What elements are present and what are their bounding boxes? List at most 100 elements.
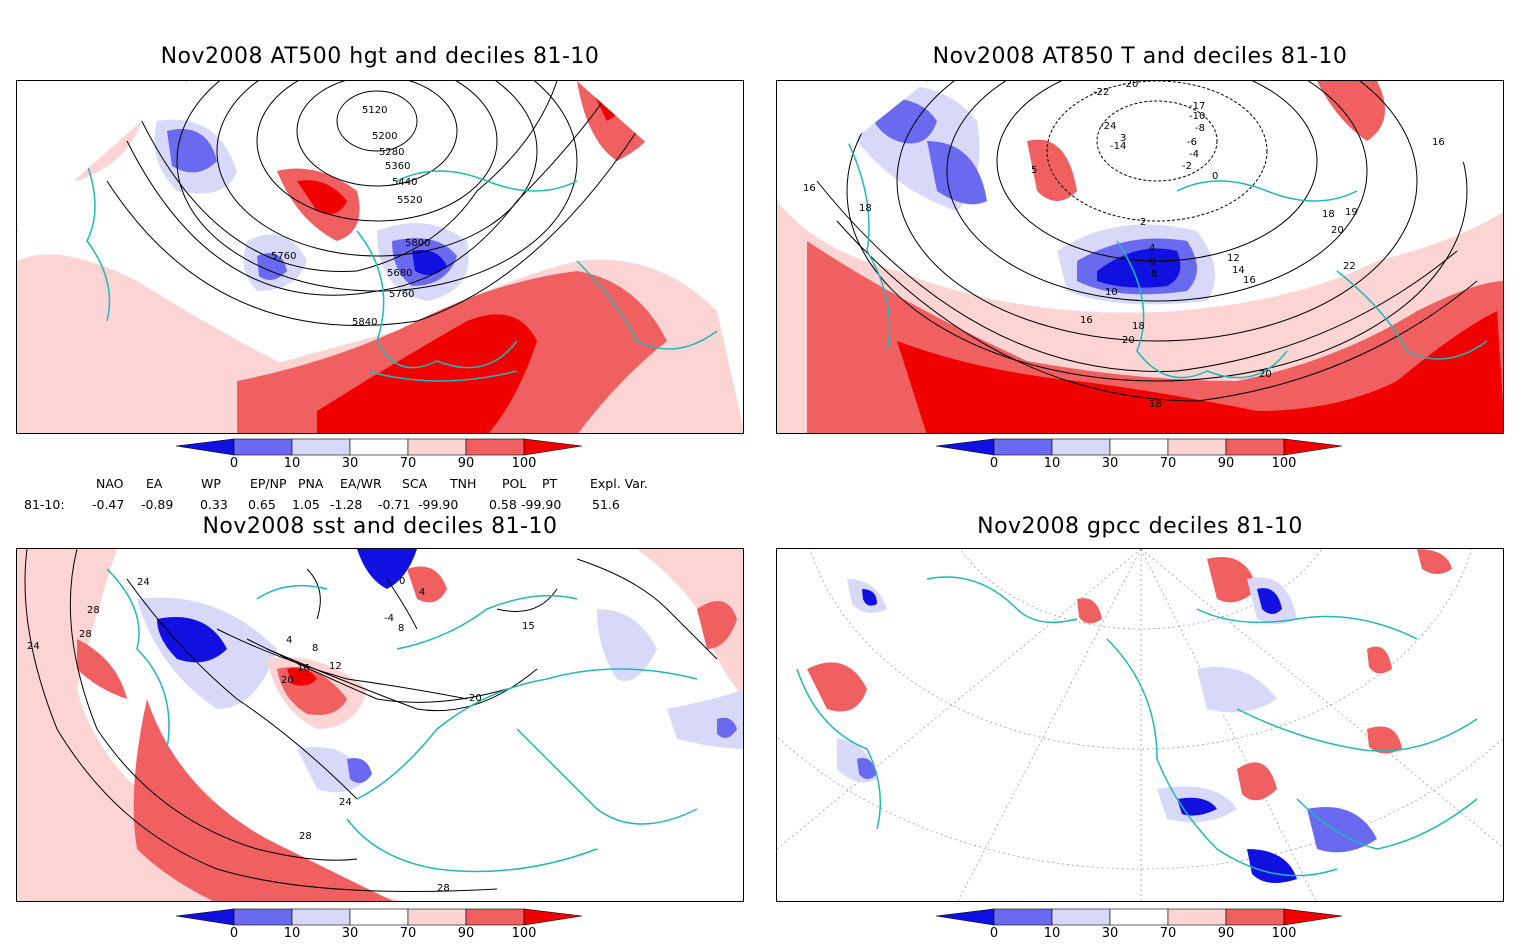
contour-label: 8	[1151, 269, 1157, 280]
contour-label: 18	[1132, 321, 1145, 332]
colorbar-label: 0	[989, 456, 999, 471]
contour-label: 3	[1120, 133, 1126, 144]
contour-label: -6	[1187, 137, 1197, 148]
colorbar-label: 100	[511, 456, 537, 471]
colorbar-swatches	[175, 908, 583, 926]
colorbar-swatch	[1167, 908, 1227, 926]
contour-label: 20	[1331, 225, 1344, 236]
index-header: Expl. Var.	[590, 476, 648, 491]
contour-label: 5800	[405, 238, 430, 249]
map-gpcc	[777, 549, 1503, 901]
contour-label: -17	[1189, 101, 1205, 112]
contour-label: 18	[859, 203, 872, 214]
panel-title-hgt500: Nov2008 AT500 hgt and deciles 81-10	[160, 44, 600, 69]
contour-label: 5680	[387, 268, 412, 279]
colorbar-swatch	[1225, 908, 1285, 926]
colorbar-label: 10	[283, 926, 301, 941]
map-panel-t850: -20 -22 -24 -17 -10 -8 -6 -4 -14 3 -2 0 …	[776, 80, 1504, 434]
contour-label: 16	[297, 663, 310, 674]
index-value: 0.65	[248, 497, 276, 512]
colorbar-label: 100	[1271, 926, 1297, 941]
index-header: SCA	[402, 476, 428, 491]
colorbar-swatch	[1109, 438, 1169, 456]
colorbar-label: 0	[229, 926, 239, 941]
colorbar-swatches	[935, 438, 1343, 456]
contour-label: 16	[803, 183, 816, 194]
contour-label: 20	[281, 675, 294, 686]
map-panel-gpcc	[776, 548, 1504, 902]
colorbar-swatch	[233, 438, 293, 456]
index-value: -99.90	[521, 497, 562, 512]
index-value: -1.28	[330, 497, 363, 512]
index-header: EA	[146, 476, 163, 491]
index-header: POL	[502, 476, 527, 491]
colorbar-hgt500: 0 10 30 70 90 100	[175, 438, 596, 478]
index-header: PT	[542, 476, 558, 491]
contour-label: -2	[1182, 161, 1192, 172]
colorbar-swatches	[175, 438, 583, 456]
colorbar-gpcc: 0 10 30 70 90 100	[935, 908, 1356, 948]
contour-label: 5840	[352, 317, 377, 328]
map-t850: -20 -22 -24 -17 -10 -8 -6 -4 -14 3 -2 0 …	[777, 81, 1503, 433]
contour-label: -22	[1093, 87, 1109, 98]
colorbar-high-arrow	[1283, 438, 1343, 456]
colorbar-swatch	[233, 908, 293, 926]
colorbar-swatch	[465, 908, 525, 926]
map-panel-hgt500: 5120 5200 5280 5360 5440 5520 5800 5760 …	[16, 80, 744, 434]
index-value: 0.33	[200, 497, 228, 512]
colorbar-label: 70	[399, 456, 417, 471]
colorbar-label: 10	[1043, 926, 1061, 941]
index-header: TNH	[450, 476, 477, 491]
contour-label: 28	[79, 629, 92, 640]
colorbar-label: 90	[1217, 456, 1235, 471]
colorbar-swatch	[1225, 438, 1285, 456]
contour-label: 24	[137, 577, 150, 588]
colorbar-label: 70	[1159, 926, 1177, 941]
colorbar-label: 90	[457, 926, 475, 941]
contour-label: -24	[1100, 121, 1116, 132]
colorbar-swatch	[1051, 438, 1111, 456]
contour-label: 24	[339, 797, 352, 808]
colorbar-low-arrow	[175, 908, 235, 926]
index-header: WP	[201, 476, 221, 491]
contour-label: 2	[1140, 217, 1146, 228]
panel-title-sst: Nov2008 sst and deciles 81-10	[202, 514, 558, 539]
colorbar-low-arrow	[935, 908, 995, 926]
colorbar-swatch	[465, 438, 525, 456]
contour-label: 28	[87, 605, 100, 616]
contour-label: -4	[384, 613, 394, 624]
index-value: 1.05	[292, 497, 320, 512]
colorbar-high-arrow	[1283, 908, 1343, 926]
contour-label: 4	[286, 635, 292, 646]
colorbar-label: 30	[341, 456, 359, 471]
map-sst: 0 4 -4 8 4 8 12 16 20 24 28 24 28 24 28 …	[17, 549, 743, 901]
contour-label: 19	[1345, 207, 1358, 218]
colorbar-label: 0	[989, 926, 999, 941]
colorbar-label: 30	[1101, 456, 1119, 471]
colorbar-label: 10	[283, 456, 301, 471]
colorbar-label: 30	[341, 926, 359, 941]
colorbar-swatch	[291, 438, 351, 456]
colorbar-label: 90	[1217, 926, 1235, 941]
contour-label: 5520	[397, 195, 422, 206]
contour-label: 8	[398, 623, 404, 634]
contour-label: -4	[1189, 149, 1199, 160]
colorbar-swatch	[349, 438, 409, 456]
contour-label: 18	[1149, 399, 1162, 410]
colorbar-swatch	[407, 438, 467, 456]
panel-title-t850: Nov2008 AT850 T and deciles 81-10	[932, 44, 1348, 69]
contour-label: 5360	[385, 161, 410, 172]
contour-label: 5	[1031, 165, 1037, 176]
contour-label: 5200	[372, 131, 397, 142]
index-header: NAO	[96, 476, 124, 491]
contour-label: 5280	[379, 147, 404, 158]
colorbar-swatch	[1109, 908, 1169, 926]
colorbar-swatch	[291, 908, 351, 926]
colorbar-swatch	[407, 908, 467, 926]
contour-label: 20	[469, 693, 482, 704]
colorbar-label: 70	[1159, 456, 1177, 471]
colorbar-high-arrow	[523, 908, 583, 926]
colorbar-swatch	[993, 908, 1053, 926]
contour-label: 22	[1343, 261, 1356, 272]
colorbar-sst: 0 10 30 70 90 100	[175, 908, 596, 948]
